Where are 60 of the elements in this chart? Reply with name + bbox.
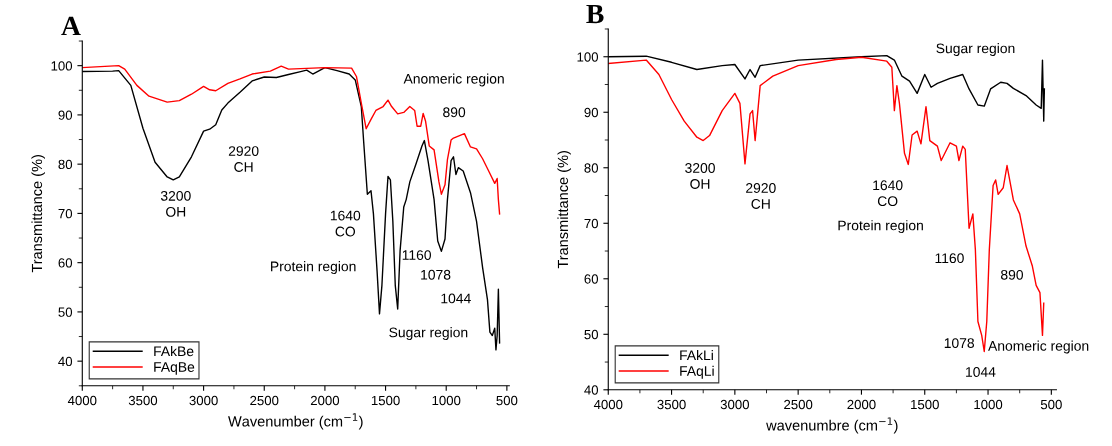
y-tick-label: 50	[58, 307, 73, 317]
annotation: Sugar region	[936, 43, 1015, 56]
annotation: 1044	[966, 367, 996, 377]
annotation: 3200 OH	[685, 163, 715, 189]
annotation: Anomeric region	[988, 340, 1089, 354]
x-tick-label: 2500	[250, 395, 279, 406]
x-tick-label: 4000	[593, 399, 623, 410]
y-tick-label: 40	[58, 356, 73, 367]
x-tick-label: 500	[496, 395, 518, 406]
annotation: 890	[1000, 269, 1024, 280]
x-tick-label: 500	[1040, 399, 1062, 410]
x-tick-label: 2500	[784, 399, 813, 410]
chart-title: B	[586, 4, 604, 24]
annotation: 1640 CO	[330, 210, 361, 237]
x-tick-label: 1000	[432, 395, 461, 406]
annotation: 3200 OH	[160, 190, 191, 217]
annotation: Protein region	[271, 261, 356, 275]
y-tick-label: 70	[58, 208, 73, 219]
annotation: Protein region	[838, 220, 923, 234]
x-tick-label: 4000	[67, 395, 97, 406]
y-tick-label: 100	[51, 61, 73, 71]
legend-label: FAqLi	[680, 365, 714, 379]
legend-label: FAqBe	[154, 362, 195, 375]
x-tick-label: 2000	[310, 395, 340, 406]
x-tick-label: 3500	[128, 395, 158, 406]
annotation: Sugar region	[389, 327, 468, 341]
x-tick-label: 1500	[371, 395, 400, 406]
annotation: 1044	[441, 293, 471, 304]
y-tick-label: 80	[584, 163, 599, 173]
y-tick-label: 90	[584, 107, 599, 118]
chart-title: A	[61, 16, 81, 36]
annotation: Anomeric region	[403, 73, 504, 87]
x-tick-label: 3000	[189, 395, 218, 406]
x-tick-label: 3500	[657, 399, 686, 410]
annotation: 1078	[944, 338, 975, 349]
legend-label: FAkBe	[154, 346, 194, 357]
annotation: 1160	[935, 253, 964, 264]
y-axis-title: Transmittance (%)	[31, 155, 45, 273]
annotation: 2920 CH	[228, 146, 259, 172]
y-tick-label: 80	[58, 159, 73, 170]
y-tick-label: 40	[584, 385, 599, 395]
y-tick-label: 60	[58, 258, 73, 268]
x-tick-label: 3000	[720, 399, 750, 410]
y-tick-label: 50	[584, 329, 599, 340]
annotation: 1640 CO	[873, 180, 903, 207]
annotation: 890	[443, 107, 466, 118]
annotation: 2920 CH	[746, 183, 776, 209]
y-tick-label: 60	[584, 274, 599, 284]
legend-label: FAkLi	[680, 350, 713, 361]
x-tick-label: 2000	[847, 399, 876, 410]
y-tick-label: 100	[577, 52, 599, 62]
annotation: 1160	[402, 250, 432, 260]
x-axis-title: wavenumbre (cm$^{−1}$)	[766, 417, 898, 434]
y-axis-title: Transmittance (%)	[557, 151, 571, 269]
y-tick-label: 70	[584, 218, 599, 229]
y-tick-label: 90	[58, 110, 73, 120]
x-axis-title: Wavenumber (cm$^{−1}$)	[228, 413, 363, 430]
x-tick-label: 1000	[974, 399, 1003, 410]
x-tick-label: 1500	[911, 399, 939, 410]
annotation: 1078	[421, 269, 451, 280]
